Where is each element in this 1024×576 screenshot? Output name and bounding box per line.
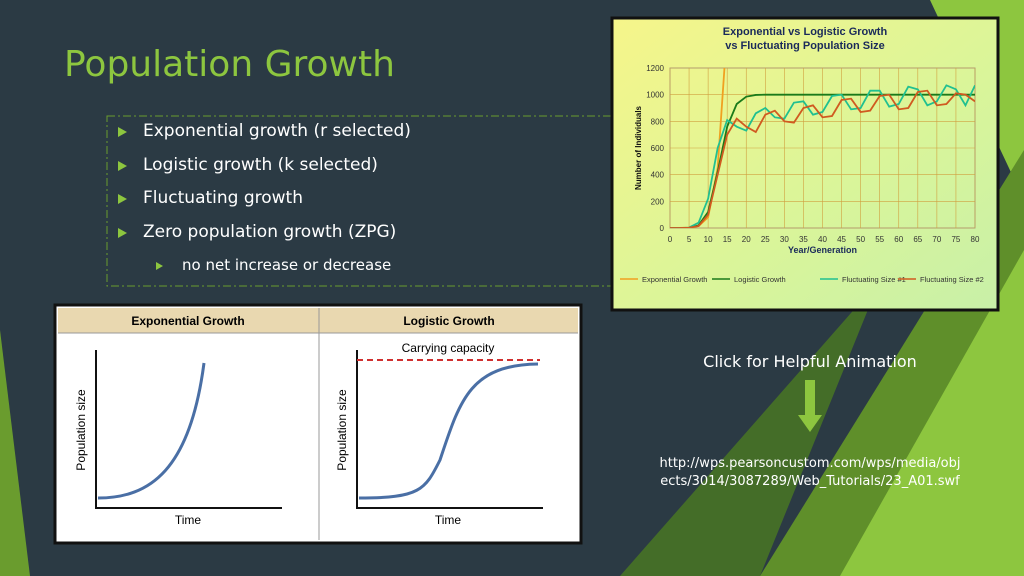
logistic-curve (358, 362, 539, 500)
x-axis-label: Year/Generation (788, 245, 857, 255)
axis-label: Population size (74, 389, 88, 471)
panel-header: Exponential Growth (131, 314, 244, 328)
y-tick-label: 0 (660, 224, 665, 233)
x-tick-label: 0 (668, 235, 673, 244)
bullet-marker (156, 262, 163, 270)
exp-curve (97, 362, 206, 500)
chart-frame (610, 16, 1000, 312)
link-url[interactable]: http://wps.pearsoncustom.com/wps/media/o… (659, 456, 961, 489)
bullet-marker (118, 194, 127, 204)
panel-header: Logistic Growth (403, 314, 494, 328)
annotation: Carrying capacity (402, 341, 495, 355)
axes (95, 350, 282, 509)
x-tick-label: 30 (780, 235, 789, 244)
x-tick-label: 55 (875, 235, 884, 244)
bullet-marker (118, 161, 127, 171)
x-tick-label: 65 (913, 235, 922, 244)
axis-label: Time (175, 513, 202, 527)
bullet: Exponential growth (r selected) (143, 121, 411, 141)
x-tick-label: 45 (837, 235, 846, 244)
y-tick-label: 600 (651, 144, 665, 153)
x-tick-label: 25 (761, 235, 770, 244)
bullet: Zero population growth (ZPG) (143, 222, 397, 242)
legend-label: Fluctuating Size #2 (920, 275, 984, 284)
sub-bullet: no net increase or decrease (182, 256, 392, 274)
chart-title: Exponential vs Logistic Growth (723, 26, 888, 38)
plot-lines (670, 68, 975, 228)
chart-title: vs Fluctuating Population Size (725, 40, 885, 52)
decor (840, 250, 1024, 576)
y-tick-label: 1200 (646, 64, 664, 73)
y-tick-label: 800 (651, 117, 665, 126)
x-tick-label: 80 (971, 235, 980, 244)
slide-title: Population Growth (64, 44, 395, 85)
bullet-markers (118, 127, 163, 270)
legend-label: Exponential Growth (642, 275, 707, 284)
arrow-down (798, 380, 822, 432)
series-line (670, 84, 975, 228)
axis-label: Population size (335, 389, 349, 471)
bullet-marker (118, 228, 127, 238)
x-tick-label: 50 (856, 235, 865, 244)
y-axis-label: Number of Individuals (634, 105, 643, 190)
y-tick-label: 1000 (646, 91, 664, 100)
x-tick-label: 70 (932, 235, 941, 244)
decor (0, 330, 30, 576)
y-tick-label: 200 (651, 197, 665, 206)
bullet: Fluctuating growth (143, 188, 303, 208)
legend-label: Logistic Growth (734, 275, 786, 284)
legend-label: Fluctuating Size #1 (842, 275, 906, 284)
bullet-marker (118, 127, 127, 137)
x-tick-label: 5 (687, 235, 692, 244)
axis-label: Time (435, 513, 462, 527)
x-tick-label: 75 (951, 235, 960, 244)
x-tick-label: 40 (818, 235, 827, 244)
decor (620, 280, 880, 576)
x-tick-label: 35 (799, 235, 808, 244)
diagram-frame (53, 303, 583, 545)
diagram-header (58, 308, 578, 333)
axes (356, 350, 543, 509)
series-line (670, 89, 975, 228)
x-tick-label: 60 (894, 235, 903, 244)
link-caption: Click for Helpful Animation (703, 352, 917, 371)
y-tick-label: 400 (651, 171, 665, 180)
series-line (670, 93, 975, 228)
bullet-frame (106, 115, 613, 287)
x-tick-label: 10 (704, 235, 713, 244)
x-tick-label: 15 (723, 235, 732, 244)
bullet: Logistic growth (k selected) (143, 155, 378, 175)
x-tick-label: 20 (742, 235, 751, 244)
